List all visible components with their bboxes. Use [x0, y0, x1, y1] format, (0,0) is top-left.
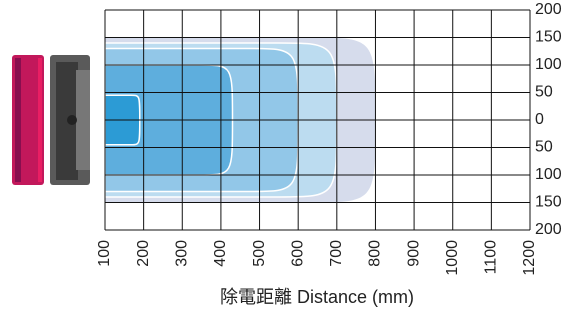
x-tick-label: 900: [405, 240, 422, 267]
x-tick-label: 1000: [444, 240, 461, 276]
chart: 除電距離 Distance (mm) 100200300400500600700…: [0, 0, 570, 313]
x-tick-label: 200: [135, 240, 152, 267]
y-tick-label: 200: [535, 221, 562, 238]
x-axis-label: 除電距離 Distance (mm): [220, 287, 414, 307]
x-tick-label: 700: [328, 240, 345, 267]
y-tick-label: 200: [535, 1, 562, 18]
x-tick-label: 800: [367, 240, 384, 267]
x-tick-label: 1200: [521, 240, 538, 276]
y-tick-label: 50: [535, 139, 553, 156]
y-tick-label: 100: [535, 166, 562, 183]
x-tick-label: 1100: [483, 240, 500, 275]
y-tick-label: 0: [535, 111, 544, 128]
y-tick-label: 150: [535, 194, 562, 211]
y-tick-label: 150: [535, 29, 562, 46]
x-tick-label: 100: [96, 240, 113, 267]
y-tick-label: 50: [535, 84, 553, 101]
x-tick-label: 400: [212, 240, 229, 267]
x-tick-label: 300: [173, 240, 190, 267]
device-illustration: [12, 55, 90, 185]
x-tick-label: 600: [289, 240, 306, 267]
x-tick-label: 500: [251, 240, 268, 267]
y-tick-label: 100: [535, 56, 562, 73]
